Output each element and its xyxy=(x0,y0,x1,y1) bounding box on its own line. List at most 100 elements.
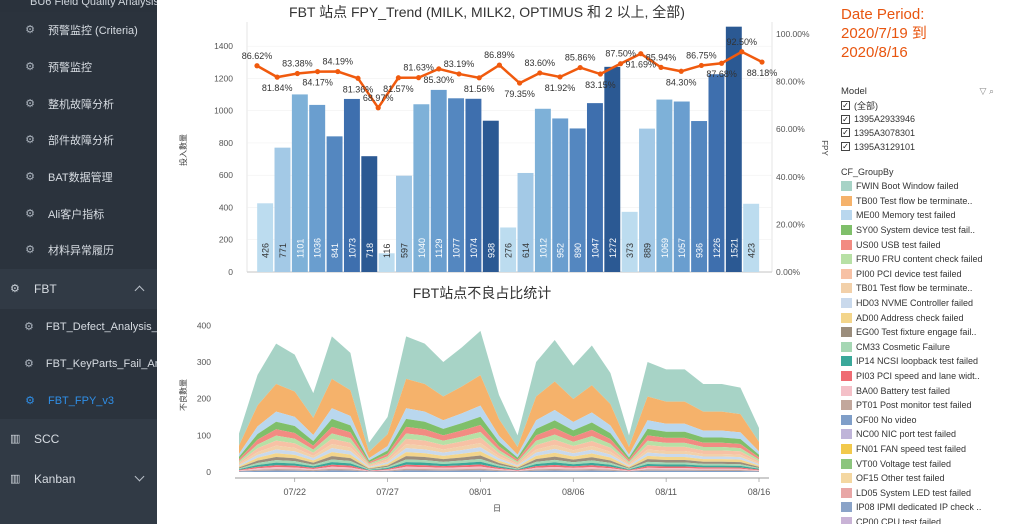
fpy-point[interactable] xyxy=(416,75,422,81)
fpy-point[interactable] xyxy=(658,64,664,70)
fpy-point[interactable] xyxy=(476,75,482,81)
fpy-bar[interactable] xyxy=(396,175,412,272)
legend-item[interactable]: PT01 Post monitor test failed xyxy=(841,398,1024,413)
fpy-bar[interactable] xyxy=(482,120,499,272)
sidebar-group-fbt[interactable]: ⚙ FBT xyxy=(0,268,157,309)
fpy-point[interactable] xyxy=(719,60,725,66)
fpy-bar[interactable] xyxy=(291,94,308,272)
fpy-point[interactable] xyxy=(274,74,280,80)
fpy-bar[interactable] xyxy=(621,211,638,272)
fpy-bar[interactable] xyxy=(656,99,673,272)
fpy-bar[interactable] xyxy=(413,104,430,273)
defect-area-layer[interactable] xyxy=(239,468,759,472)
model-option[interactable]: ✓ (全部) xyxy=(841,99,1024,113)
legend-item[interactable]: LD05 System LED test failed xyxy=(841,485,1024,500)
fpy-point[interactable] xyxy=(638,51,644,57)
legend-item[interactable]: CP00 CPU test failed xyxy=(841,515,1024,524)
checkbox-checked[interactable]: ✓ xyxy=(841,142,850,152)
fpy-bar[interactable] xyxy=(326,136,343,272)
sidebar-item-warning[interactable]: ⚙ 预警监控 xyxy=(0,49,157,86)
fpy-bar[interactable] xyxy=(430,89,447,272)
fpy-point[interactable] xyxy=(759,59,765,65)
sidebar-item-fbt-defect[interactable]: ⚙ FBT_Defect_Analysis_S xyxy=(0,309,157,346)
checkbox-checked[interactable]: ✓ xyxy=(841,114,850,124)
fpy-bar[interactable] xyxy=(448,98,465,273)
fpy-bar[interactable] xyxy=(569,128,586,272)
legend-item[interactable]: VT00 Voltage test failed xyxy=(841,456,1024,471)
fpy-point[interactable] xyxy=(557,74,563,80)
legend-item[interactable]: PI03 PCI speed and lane widt.. xyxy=(841,369,1024,384)
sidebar-group-scc[interactable]: ▥ SCC xyxy=(0,418,157,459)
fpy-bar[interactable] xyxy=(604,66,621,272)
fpy-bar[interactable] xyxy=(586,103,603,273)
sidebar-item-part-failure[interactable]: ⚙ 部件故障分析 xyxy=(0,122,157,159)
sidebar-item-fbt-fpy[interactable]: ⚙ FBT_FPY_v3 xyxy=(0,382,157,419)
sidebar-item-warning-criteria[interactable]: ⚙ 预警监控 (Criteria) xyxy=(0,12,157,49)
fpy-bar[interactable] xyxy=(309,104,326,272)
defect-area-layer[interactable] xyxy=(239,330,759,452)
defect-area-layer[interactable] xyxy=(239,375,759,459)
sidebar-group-kanban[interactable]: ▥ Kanban xyxy=(0,458,157,499)
fpy-bar[interactable] xyxy=(552,118,569,272)
legend-item[interactable]: US00 USB test failed xyxy=(841,237,1024,252)
legend-item[interactable]: NC00 NIC port test failed xyxy=(841,427,1024,442)
sidebar-item-bat[interactable]: ⚙ BAT数据管理 xyxy=(0,159,157,196)
fpy-point[interactable] xyxy=(456,71,462,77)
fpy-bar[interactable] xyxy=(500,227,517,272)
checkbox-checked[interactable]: ✓ xyxy=(841,101,850,111)
fpy-point[interactable] xyxy=(618,61,624,67)
fpy-point[interactable] xyxy=(517,80,523,86)
legend-item[interactable]: FN01 FAN speed test failed xyxy=(841,442,1024,457)
legend-item[interactable]: TB00 Test flow be terminate.. xyxy=(841,194,1024,209)
fpy-bar[interactable] xyxy=(517,172,534,272)
defect-area-layer[interactable] xyxy=(239,461,759,471)
fpy-point[interactable] xyxy=(254,63,260,69)
model-option[interactable]: ✓ 1395A2933946 xyxy=(841,113,1024,127)
fpy-point[interactable] xyxy=(436,66,442,72)
funnel-icon[interactable]: ▽ xyxy=(979,86,987,96)
legend-item[interactable]: OF00 No video xyxy=(841,413,1024,428)
fpy-point[interactable] xyxy=(678,68,684,74)
fpy-point[interactable] xyxy=(335,68,341,75)
legend-item[interactable]: OF15 Other test failed xyxy=(841,471,1024,486)
legend-item[interactable]: FWIN Boot Window failed xyxy=(841,179,1024,194)
fpy-bar[interactable] xyxy=(691,121,708,272)
sidebar-item-machine-failure[interactable]: ⚙ 整机故障分析 xyxy=(0,85,157,122)
defect-area-layer[interactable] xyxy=(239,466,759,472)
sidebar-item-material[interactable]: ⚙ 材料异常履历 xyxy=(0,232,157,269)
fpy-bar[interactable] xyxy=(378,253,395,272)
fpy-bar[interactable] xyxy=(257,203,274,272)
fpy-point[interactable] xyxy=(597,71,603,77)
fpy-point[interactable] xyxy=(395,75,401,81)
sidebar-top-item[interactable]: BU6 Field Quality Analysis xyxy=(0,0,157,12)
fpy-point[interactable] xyxy=(698,62,705,69)
fpy-bar[interactable] xyxy=(361,156,378,272)
fpy-bar[interactable] xyxy=(534,108,551,272)
fpy-bar[interactable] xyxy=(708,74,725,273)
sidebar-item-fbt-keyparts[interactable]: ⚙ FBT_KeyParts_Fail_Ana xyxy=(0,346,157,383)
legend-item[interactable]: CM33 Cosmetic Failure xyxy=(841,340,1024,355)
legend-item[interactable]: PI00 PCI device test failed xyxy=(841,267,1024,282)
fpy-bar[interactable] xyxy=(673,101,690,272)
fpy-point[interactable] xyxy=(537,70,543,76)
legend-item[interactable]: AD00 Address check failed xyxy=(841,310,1024,325)
fpy-bar[interactable] xyxy=(343,98,360,272)
fpy-point[interactable] xyxy=(294,70,300,77)
legend-item[interactable]: IP08 IPMI dedicated IP check .. xyxy=(841,500,1024,515)
legend-item[interactable]: EG00 Test fixture engage fail.. xyxy=(841,325,1024,340)
fpy-point[interactable] xyxy=(739,49,745,55)
fpy-bar[interactable] xyxy=(639,128,655,272)
fpy-bar[interactable] xyxy=(725,26,742,273)
filter-tools[interactable]: ▽ ⌕ xyxy=(980,86,994,97)
fpy-bar[interactable] xyxy=(274,147,291,272)
defect-area-layer[interactable] xyxy=(239,464,759,471)
fpy-bar[interactable] xyxy=(743,203,760,272)
legend-item[interactable]: TB01 Test flow be terminate.. xyxy=(841,281,1024,296)
search-icon[interactable]: ⌕ xyxy=(988,86,994,96)
model-option[interactable]: ✓ 1395A3078301 xyxy=(841,126,1024,140)
legend-item[interactable]: HD03 NVME Controller failed xyxy=(841,296,1024,311)
fpy-point[interactable] xyxy=(577,64,583,71)
legend-item[interactable]: IP14 NCSI loopback test failed xyxy=(841,354,1024,369)
fpy-point[interactable] xyxy=(375,105,381,111)
legend-item[interactable]: FRU0 FRU content check failed xyxy=(841,252,1024,267)
